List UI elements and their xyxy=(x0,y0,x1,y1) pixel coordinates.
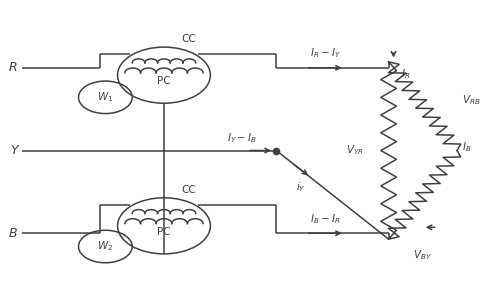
Text: $W_2$: $W_2$ xyxy=(97,240,114,253)
Text: $I_R$: $I_R$ xyxy=(401,67,411,81)
Text: Y: Y xyxy=(10,144,17,157)
Text: $V_{BY}$: $V_{BY}$ xyxy=(413,248,432,262)
Text: $I_B - I_R$: $I_B - I_R$ xyxy=(310,212,340,226)
Text: $I_R - I_Y$: $I_R - I_Y$ xyxy=(310,47,341,61)
Text: $I_Y - I_B$: $I_Y - I_B$ xyxy=(227,131,257,144)
Text: $i_Y$: $i_Y$ xyxy=(296,180,306,194)
Text: R: R xyxy=(9,61,17,74)
Text: $I_B$: $I_B$ xyxy=(462,141,471,154)
Text: CC: CC xyxy=(181,185,196,195)
Text: $V_{RB}$: $V_{RB}$ xyxy=(462,93,481,107)
Text: $V_{YR}$: $V_{YR}$ xyxy=(346,144,364,157)
Text: B: B xyxy=(9,227,17,240)
Text: $W_1$: $W_1$ xyxy=(97,90,114,104)
Text: PC: PC xyxy=(157,76,171,86)
Text: CC: CC xyxy=(181,34,196,44)
Text: PC: PC xyxy=(157,227,171,237)
